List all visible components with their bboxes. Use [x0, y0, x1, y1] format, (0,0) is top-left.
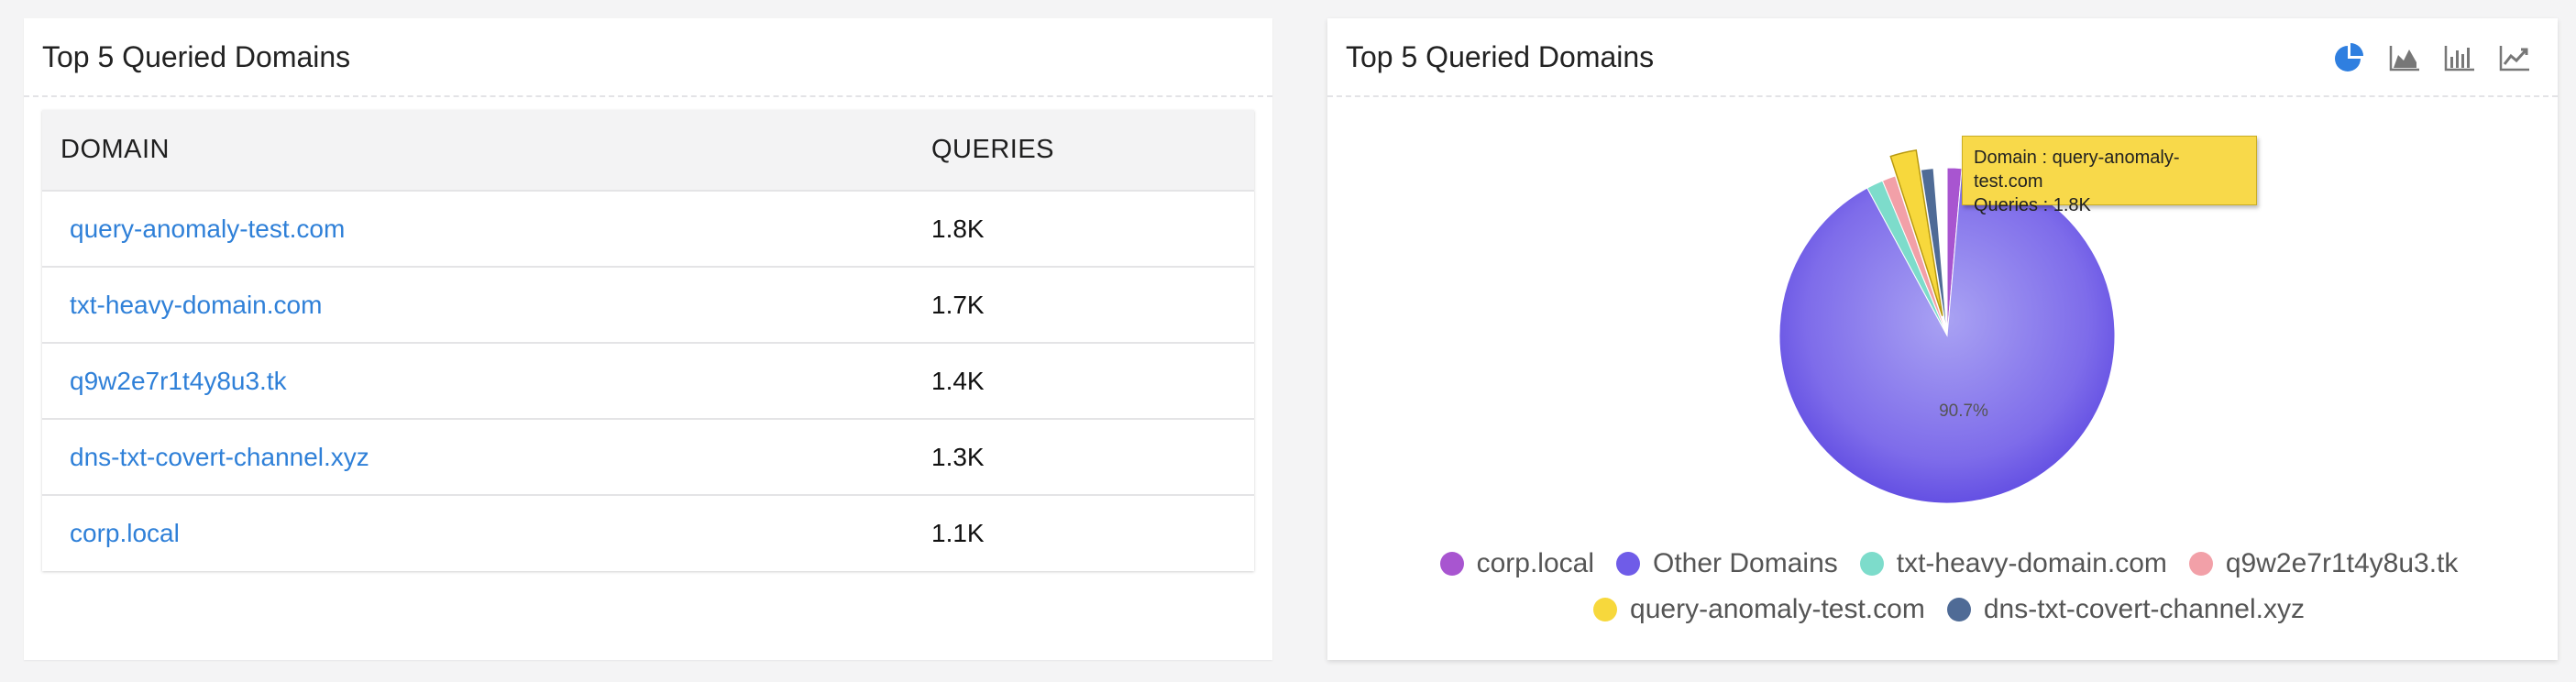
table-body: query-anomaly-test.com 1.8K txt-heavy-doma…: [42, 191, 1254, 571]
pie-slice-query-anomaly-test-com[interactable]: [1889, 149, 1943, 316]
legend-label: query-anomaly-test.com: [1630, 594, 1925, 624]
legend-label: q9w2e7r1t4y8u3.tk: [2225, 548, 2459, 578]
table-row: q9w2e7r1t4y8u3.tk 1.4K: [42, 343, 1254, 419]
legend-label: dns-txt-covert-channel.xyz: [1983, 594, 2305, 624]
domain-link[interactable]: dns-txt-covert-channel.xyz: [70, 442, 369, 471]
chart-card-header: Top 5 Queried Domains: [1327, 18, 2558, 97]
table-row: txt-heavy-domain.com 1.7K: [42, 267, 1254, 343]
tooltip-domain-line: Domain : query-anomaly-test.com: [1974, 148, 2180, 192]
table-row: query-anomaly-test.com 1.8K: [42, 191, 1254, 267]
domains-table: DOMAIN QUERIES query-anomaly-test.com 1.8…: [42, 110, 1254, 571]
query-count: 1.1K: [931, 519, 985, 547]
domain-link[interactable]: query-anomaly-test.com: [70, 214, 346, 243]
legend-row: query-anomaly-test.com dns-txt-covert-cha…: [1408, 587, 2490, 632]
pie-slice-label-other-domains: 90.7%: [1939, 402, 1988, 421]
pie-chart: 90.7%: [1778, 149, 2116, 504]
column-header-domain[interactable]: DOMAIN: [61, 135, 170, 164]
legend-item[interactable]: txt-heavy-domain.com: [1859, 548, 2167, 579]
table-row: dns-txt-covert-channel.xyz 1.3K: [42, 419, 1254, 495]
bar-chart-icon[interactable]: [2442, 42, 2477, 73]
legend-swatch: [1859, 552, 1884, 576]
legend-row: corp.local Other Domains txt-heavy-domain.…: [1408, 541, 2490, 587]
table-card-header: Top 5 Queried Domains: [24, 18, 1272, 97]
legend-label: txt-heavy-domain.com: [1896, 548, 2167, 578]
table-header-row: DOMAIN QUERIES: [42, 110, 1254, 191]
chart-type-toolbar: [2332, 42, 2532, 73]
legend-swatch: [1946, 598, 1971, 622]
legend-item[interactable]: q9w2e7r1t4y8u3.tk: [2188, 548, 2459, 579]
domain-link[interactable]: q9w2e7r1t4y8u3.tk: [70, 366, 287, 395]
pie-slice-other-domains[interactable]: [1778, 168, 2116, 504]
legend-item[interactable]: query-anomaly-test.com: [1593, 594, 1925, 625]
legend-label: Other Domains: [1653, 548, 1838, 578]
query-count: 1.8K: [931, 214, 985, 243]
column-header-queries[interactable]: QUERIES: [931, 135, 1055, 164]
area-chart-icon[interactable]: [2387, 42, 2422, 73]
line-chart-icon[interactable]: [2497, 42, 2532, 73]
chart-tooltip: Domain : query-anomaly-test.com Queries …: [1962, 136, 2257, 215]
pie-slice-dns-txt-covert-channel-xyz[interactable]: [1920, 168, 1948, 336]
legend-item[interactable]: Other Domains: [1616, 548, 1838, 579]
chart-card-title: Top 5 Queried Domains: [1346, 39, 1655, 73]
legend-swatch: [1439, 552, 1464, 576]
legend-label: corp.local: [1476, 548, 1595, 578]
chart-legend: corp.local Other Domains txt-heavy-domain.…: [1408, 541, 2490, 632]
table-row: corp.local 1.1K: [42, 495, 1254, 571]
query-count: 1.3K: [931, 442, 985, 471]
tooltip-queries-line: Queries : 1.8K: [1974, 195, 2091, 215]
query-count: 1.7K: [931, 290, 985, 319]
top-domains-table-card: Top 5 Queried Domains DOMAIN QUERIES que…: [24, 18, 1272, 660]
legend-swatch: [2188, 552, 2213, 576]
domain-link[interactable]: txt-heavy-domain.com: [70, 290, 323, 319]
legend-item[interactable]: corp.local: [1439, 548, 1595, 579]
table-card-title: Top 5 Queried Domains: [42, 39, 351, 73]
pie-slice-q9w2e7r1t4y8u3-tk[interactable]: [1881, 175, 1948, 336]
top-domains-chart-card: Top 5 Queried Domains: [1327, 18, 2558, 660]
domain-link[interactable]: corp.local: [70, 519, 180, 547]
legend-swatch: [1616, 552, 1641, 576]
pie-chart-icon[interactable]: [2332, 42, 2367, 73]
query-count: 1.4K: [931, 366, 985, 395]
legend-swatch: [1593, 598, 1618, 622]
legend-item[interactable]: dns-txt-covert-channel.xyz: [1946, 594, 2305, 625]
